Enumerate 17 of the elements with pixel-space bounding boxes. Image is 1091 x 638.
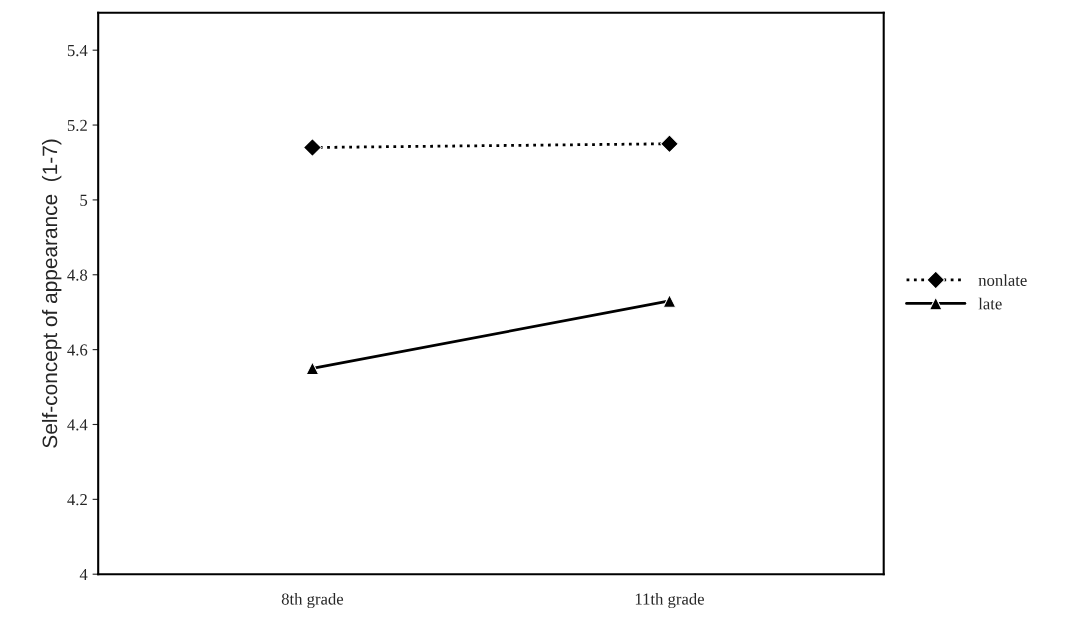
y-tick-label: 4.6 [67,344,88,356]
point [305,361,320,376]
legend-label: late [978,297,1002,310]
y-tick-label: 4 [79,569,88,580]
y-tick-label: 5 [80,194,88,206]
y-tick-label: 4.4 [67,419,88,431]
y-tick-label: 4.2 [67,494,87,506]
point [660,134,679,154]
point [303,138,322,157]
x-tick-label: 8th grade [281,592,344,609]
point [662,294,677,308]
y-tick-label: 5.2 [67,119,87,132]
x-tick-label: 11th grade [635,592,704,609]
y-axis-title: Self-concept of appearance (1-7) [41,139,62,448]
legend-label: nonlate [978,274,1027,286]
y-tick-label: 4.8 [67,269,88,281]
y-tick-label: 5.4 [67,45,88,57]
